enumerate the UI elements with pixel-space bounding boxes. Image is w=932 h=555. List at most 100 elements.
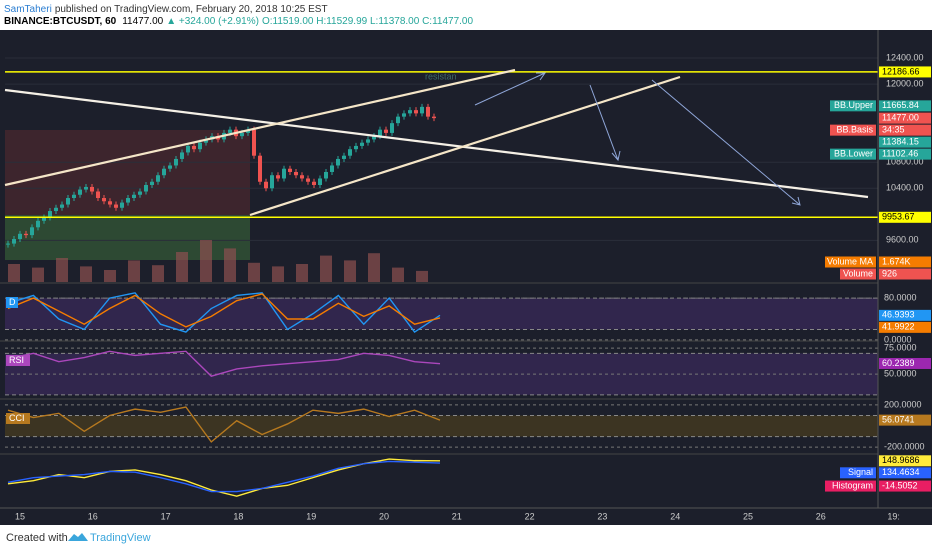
price-label-bg	[879, 414, 931, 426]
series-name-bg	[825, 256, 876, 268]
x-tick-label: 26	[816, 511, 826, 521]
x-tick-label: 21	[452, 511, 462, 521]
series-name: BB.Upper	[834, 100, 873, 110]
x-tick-label: 19:	[887, 511, 900, 521]
price-label: 134.4634	[882, 467, 920, 477]
footer-brand[interactable]: TradingView	[90, 532, 151, 544]
candle	[384, 129, 388, 133]
arrow	[474, 72, 546, 106]
y-tick-label: 10400.00	[886, 183, 924, 193]
panel-name: RSI	[9, 355, 24, 365]
price-label-bg	[879, 136, 931, 148]
candle	[192, 145, 196, 150]
footer-created: Created with	[6, 532, 68, 544]
x-tick-label: 18	[233, 511, 243, 521]
candle	[414, 110, 418, 114]
panel-name: CCI	[9, 413, 25, 423]
candle	[102, 198, 106, 202]
series-name: Volume	[843, 268, 873, 278]
volume-bar	[416, 270, 428, 282]
candle	[96, 191, 100, 199]
y-tick-label: 12000.00	[886, 78, 924, 88]
volume-bar	[200, 240, 212, 282]
indicator-line	[7, 292, 441, 334]
candle	[432, 116, 436, 119]
candle	[342, 155, 346, 159]
candle	[372, 136, 376, 140]
candle	[264, 181, 268, 189]
volume-bar	[272, 266, 284, 282]
candle	[306, 178, 310, 182]
candle	[324, 171, 328, 179]
price-label: 11477.00	[882, 113, 919, 123]
candle	[282, 168, 286, 179]
candle	[30, 227, 34, 236]
y-tick-label: 200.0000	[884, 399, 922, 409]
indicator-line	[7, 293, 441, 328]
candle	[144, 184, 148, 192]
x-tick-label: 24	[670, 511, 680, 521]
price-label: 34:35	[882, 125, 905, 135]
candle	[318, 178, 322, 185]
volume-bar	[176, 252, 188, 282]
price-label-bg	[879, 66, 931, 78]
candle	[420, 106, 424, 114]
candle	[90, 186, 94, 192]
volume-bar	[80, 266, 92, 282]
arrow	[651, 79, 801, 206]
y-tick-label: 75.0000	[884, 343, 917, 353]
arrows	[474, 72, 801, 206]
zone-green	[5, 215, 250, 260]
panel-name-bg	[6, 297, 18, 308]
candle	[6, 243, 10, 245]
annotation: resistan	[425, 71, 457, 81]
price-label-bg	[879, 480, 931, 492]
last: 11477.00	[122, 16, 163, 27]
price-label-bg	[879, 268, 931, 280]
price-label-bg	[879, 112, 931, 124]
volume-bar	[320, 255, 332, 282]
candle	[288, 168, 292, 172]
price-label-bg	[879, 467, 931, 479]
price-label-bg	[879, 455, 931, 467]
price-label-bg	[879, 256, 931, 268]
panel-band	[5, 353, 878, 395]
candle	[78, 189, 82, 195]
price-label: 56.0741	[882, 414, 915, 424]
volume-bar	[368, 253, 380, 282]
candle	[378, 129, 382, 137]
price-label: 1.674K	[882, 256, 911, 266]
candle	[270, 175, 274, 189]
candle	[276, 175, 280, 179]
candle	[36, 220, 40, 228]
candle	[120, 202, 124, 208]
volume-bar	[56, 258, 68, 282]
x-tick-label: 22	[525, 511, 535, 521]
candle	[24, 233, 28, 236]
price-label: 60.2389	[882, 358, 915, 368]
candle	[396, 116, 400, 124]
candle	[360, 142, 364, 146]
price-label: 12186.66	[882, 66, 920, 76]
indicator-line	[7, 350, 441, 377]
volume-bar	[392, 267, 404, 282]
candle	[72, 194, 76, 199]
volume-bar	[296, 264, 308, 282]
author[interactable]: SamTaheri	[4, 4, 52, 15]
arrow	[589, 84, 621, 162]
candle	[330, 165, 334, 172]
candle	[354, 145, 358, 150]
candle	[186, 145, 190, 153]
candle	[294, 171, 298, 176]
candle	[168, 165, 172, 169]
trend-line	[249, 75, 681, 217]
header-bg	[0, 0, 932, 30]
y-tick-label: 10800.00	[886, 157, 924, 167]
header-line: SamTaheri published on TradingView.com, F…	[4, 4, 328, 15]
panel-name-bg	[6, 355, 30, 366]
x-tick-label: 25	[743, 511, 753, 521]
trend-line	[4, 68, 516, 187]
candle	[336, 158, 340, 166]
candle	[48, 211, 52, 218]
